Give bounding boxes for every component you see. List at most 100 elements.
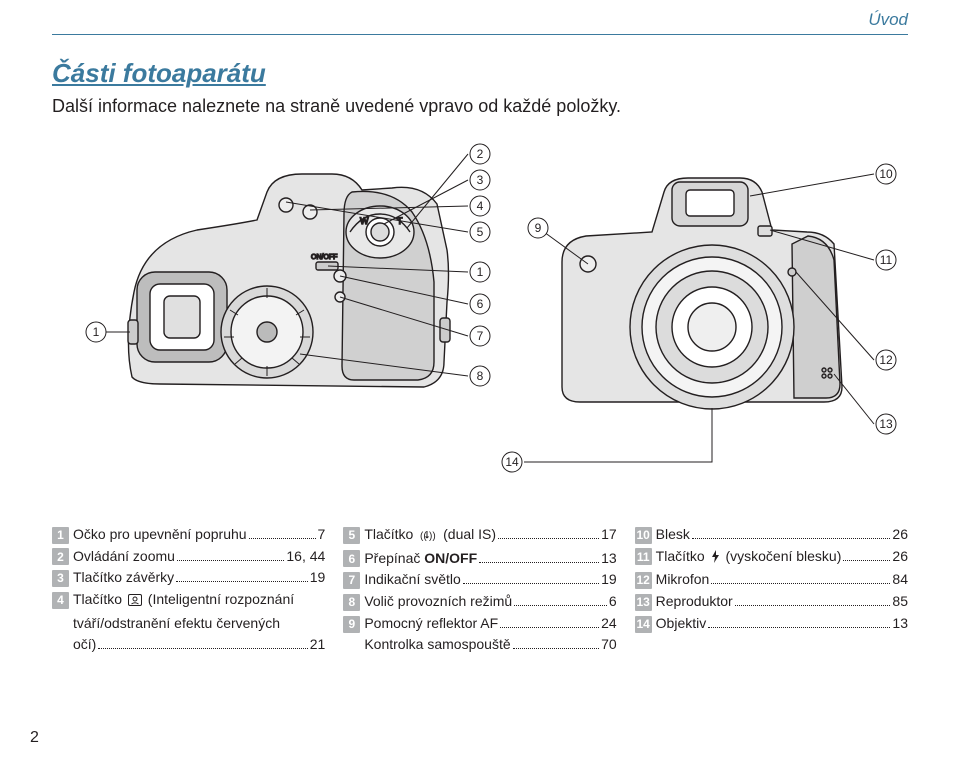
legend-label: Pomocný reflektor AF: [364, 613, 498, 635]
legend-row: 5 Tlačítko (()) (dual IS) 17: [343, 524, 616, 548]
leader-dots: [176, 581, 308, 582]
face-detect-icon: [128, 591, 142, 613]
svg-text:13: 13: [879, 417, 893, 431]
camera-diagram: W T ON/OFF 1 2 3: [52, 132, 908, 502]
legend-page: 26: [892, 524, 908, 546]
legend-num: 5: [343, 527, 360, 544]
legend-page: 17: [601, 524, 617, 546]
legend-columns: 1 Očko pro upevnění popruhu 7 2 Ovládání…: [52, 524, 908, 656]
svg-text:7: 7: [477, 329, 484, 343]
legend-num: 10: [635, 527, 652, 544]
legend-label: Tlačítko (()) (dual IS): [364, 524, 496, 548]
legend-row-cont: očí) 21: [52, 634, 325, 656]
leader-dots: [692, 538, 891, 539]
svg-text:9: 9: [535, 221, 542, 235]
svg-text:3: 3: [477, 173, 484, 187]
legend-label-part: Tlačítko: [656, 548, 709, 564]
legend-row: 2 Ovládání zoomu 16, 44: [52, 546, 325, 568]
legend-row: 8 Volič provozních režimů 6: [343, 591, 616, 613]
legend-row: 12 Mikrofon 84: [635, 569, 908, 591]
svg-text:6: 6: [477, 297, 484, 311]
intro-text: Další informace naleznete na straně uved…: [52, 96, 621, 117]
leader-dots: [843, 560, 890, 561]
legend-page: 70: [601, 634, 617, 656]
legend-num: 2: [52, 548, 69, 565]
legend-label-part: (vyskočení blesku): [725, 548, 841, 564]
legend-row: 11 Tlačítko (vyskočení blesku) 26: [635, 546, 908, 570]
leader-dots: [177, 560, 284, 561]
legend-row: 9 Pomocný reflektor AF 24: [343, 613, 616, 635]
legend-num: 6: [343, 550, 360, 567]
svg-text:11: 11: [880, 253, 893, 267]
legend-page: 19: [601, 569, 617, 591]
legend-page: 13: [892, 613, 908, 635]
legend-label-part: (Inteligentní rozpoznání: [148, 591, 294, 607]
legend-num: 7: [343, 572, 360, 589]
legend-row: 3 Tlačítko závěrky 19: [52, 567, 325, 589]
flash-icon: [711, 548, 720, 570]
legend-num: 12: [635, 572, 652, 589]
legend-row: 6 Přepínač ON/OFF 13: [343, 548, 616, 570]
legend-label: očí): [73, 634, 96, 656]
svg-text:1: 1: [93, 325, 100, 339]
legend-row-cont: tváří/odstranění efektu červených: [52, 613, 325, 635]
leader-dots: [479, 562, 599, 563]
leader-dots: [249, 538, 316, 539]
svg-text:5: 5: [477, 225, 484, 239]
legend-page: 16, 44: [286, 546, 325, 568]
legend-label: tváří/odstranění efektu červených: [73, 613, 280, 635]
legend-label-part: (dual IS): [443, 526, 496, 542]
legend-num: 1: [52, 527, 69, 544]
legend-label: Reproduktor: [656, 591, 733, 613]
legend-page: 26: [892, 546, 908, 568]
legend-label: Blesk: [656, 524, 690, 546]
leader-dots: [98, 648, 307, 649]
legend-label-bold: ON/OFF: [424, 550, 477, 566]
legend-label-part: Přepínač: [364, 550, 424, 566]
legend-num: 11: [635, 548, 652, 565]
svg-text:ON/OFF: ON/OFF: [311, 254, 337, 261]
header-rule: [52, 34, 908, 35]
legend-row: 14 Objektiv 13: [635, 613, 908, 635]
legend-row: 1 Očko pro upevnění popruhu 7: [52, 524, 325, 546]
legend-page: 13: [601, 548, 617, 570]
leader-dots: [513, 648, 599, 649]
header-section: Úvod: [868, 10, 908, 30]
leader-dots: [500, 627, 599, 628]
leader-dots: [463, 583, 599, 584]
page-number: 2: [30, 729, 39, 747]
svg-text:4: 4: [477, 199, 484, 213]
legend-label: Objektiv: [656, 613, 707, 635]
leader-dots: [498, 538, 599, 539]
legend-num: 9: [343, 616, 360, 633]
legend-num: 4: [52, 592, 69, 609]
legend-row: 10 Blesk 26: [635, 524, 908, 546]
legend-row-cont: Kontrolka samospouště 70: [343, 634, 616, 656]
svg-text:1: 1: [477, 265, 484, 279]
leader-dots: [514, 605, 607, 606]
legend-label: Očko pro upevnění popruhu: [73, 524, 247, 546]
legend-col-2: 5 Tlačítko (()) (dual IS) 17 6 Přepínač …: [343, 524, 616, 656]
legend-label: Tlačítko (Inteligentní rozpoznání: [73, 589, 294, 613]
legend-label: Přepínač ON/OFF: [364, 548, 477, 570]
legend-num: 13: [635, 594, 652, 611]
legend-row: 13 Reproduktor 85: [635, 591, 908, 613]
svg-text:)): )): [429, 531, 436, 541]
legend-label: Tlačítko (vyskočení blesku): [656, 546, 842, 570]
legend-label: Volič provozních režimů: [364, 591, 512, 613]
legend-label: Tlačítko závěrky: [73, 567, 174, 589]
legend-page: 85: [892, 591, 908, 613]
legend-label-part: Tlačítko: [73, 591, 126, 607]
legend-label: Kontrolka samospouště: [364, 634, 510, 656]
svg-text:14: 14: [505, 455, 519, 469]
svg-text:10: 10: [879, 167, 893, 181]
svg-text:8: 8: [477, 369, 484, 383]
svg-text:2: 2: [477, 147, 484, 161]
legend-label: Mikrofon: [656, 569, 710, 591]
legend-page: 7: [318, 524, 326, 546]
legend-num: 14: [635, 616, 652, 633]
svg-text:12: 12: [879, 353, 893, 367]
legend-label-part: Tlačítko: [364, 526, 417, 542]
legend-row: 4 Tlačítko (Inteligentní rozpoznání: [52, 589, 325, 613]
legend-page: 6: [609, 591, 617, 613]
